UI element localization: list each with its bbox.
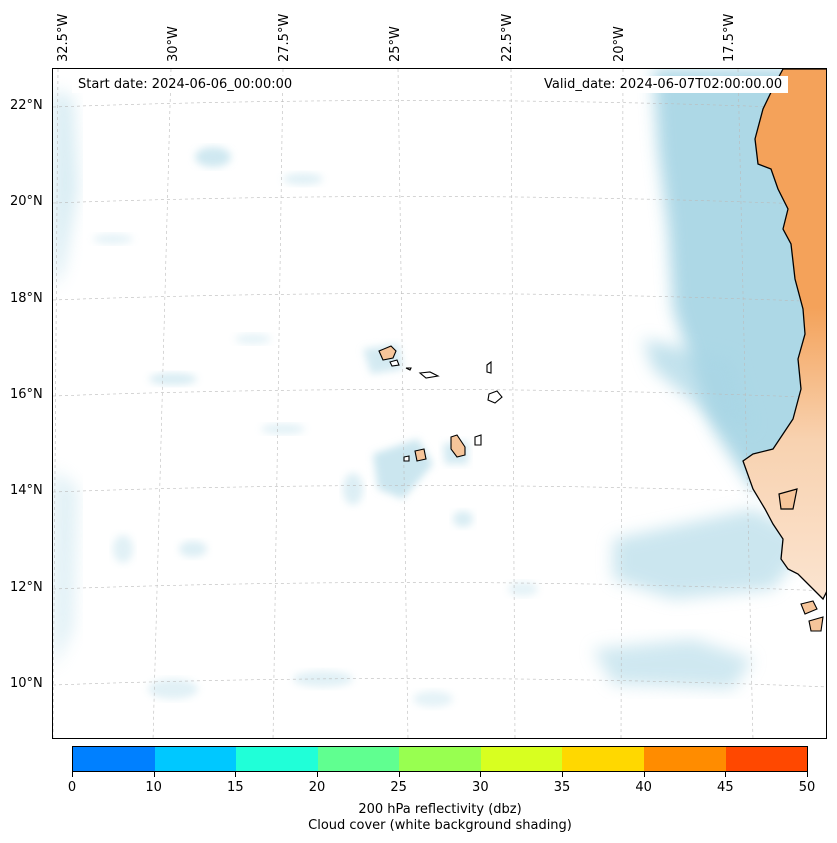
meridian-line	[620, 69, 624, 738]
meridian-line	[737, 69, 754, 738]
colorbar-tick-label: 30	[472, 780, 489, 795]
meridian-line	[397, 69, 409, 738]
colorbar-tick	[398, 772, 400, 777]
colorbar-tick-label: 40	[635, 780, 652, 795]
colorbar-segment	[725, 747, 808, 771]
colorbar-subtitle: Cloud cover (white background shading)	[308, 818, 572, 833]
map-panel	[52, 68, 827, 739]
colorbar-tick-label: 0	[67, 780, 77, 795]
parallel-line	[53, 196, 826, 206]
colorbar-tick	[562, 772, 563, 777]
island-sao-nicolau	[418, 371, 440, 379]
start-date-label: Start date: 2024-06-06_00:00:00	[72, 76, 299, 93]
longitude-label: 22.5°W	[500, 13, 515, 62]
colorbar-tick-label: 10	[145, 780, 162, 795]
latitude-label: 14°N	[10, 483, 43, 498]
longitude-label: 17.5°W	[722, 13, 737, 62]
parallel-line	[53, 582, 826, 592]
latitude-label: 22°N	[10, 98, 43, 113]
colorbar-segment	[154, 747, 237, 771]
longitude-label: 27.5°W	[277, 13, 292, 62]
colorbar-tick-label: 35	[553, 780, 571, 795]
longitude-label: 32.5°W	[56, 13, 71, 62]
latitude-label: 10°N	[10, 676, 43, 691]
cloud-cover-shading	[53, 69, 826, 707]
island-maio	[474, 434, 482, 446]
latitude-label: 18°N	[10, 291, 43, 306]
latitude-label: 16°N	[10, 387, 43, 402]
colorbar-tick	[317, 772, 318, 777]
meridian-line	[152, 69, 172, 738]
longitude-label: 20°W	[612, 26, 627, 62]
island-sao-vicente	[389, 359, 400, 367]
colorbar-segment	[480, 747, 563, 771]
colorbar-tick	[643, 772, 645, 777]
latitude-label: 20°N	[10, 194, 43, 209]
colorbar-segment	[399, 747, 481, 771]
colorbar-tick	[480, 772, 482, 777]
map-canvas	[53, 69, 826, 738]
colorbar-segment	[236, 747, 318, 771]
colorbar-tick-label: 20	[308, 780, 326, 795]
colorbar-tick-label: 45	[717, 780, 734, 795]
meridian-line	[53, 69, 59, 738]
colorbar-segment	[562, 747, 644, 771]
cape-verde-islands	[378, 345, 503, 462]
colorbar-tick	[807, 772, 808, 777]
colorbar-segment	[73, 747, 155, 771]
meridian-line	[510, 69, 516, 738]
colorbar-title: 200 hPa reflectivity (dbz)	[358, 802, 522, 817]
colorbar-tick	[72, 772, 73, 777]
island-fogo	[414, 448, 427, 462]
island-sal	[486, 360, 492, 374]
parallel-line	[53, 485, 826, 495]
colorbar-segment	[643, 747, 726, 771]
colorbar-tick	[235, 772, 237, 777]
colorbar-tick	[153, 772, 155, 777]
graticule-lines	[53, 69, 826, 738]
colorbar-tick-label: 50	[798, 780, 816, 795]
longitude-label: 30°W	[166, 26, 181, 62]
island-santa-luzia	[405, 367, 412, 371]
longitude-label: 25°W	[388, 26, 403, 62]
colorbar-tick-label: 25	[390, 780, 407, 795]
parallel-line	[53, 293, 826, 303]
latitude-label: 12°N	[10, 580, 43, 595]
colorbar	[72, 746, 808, 772]
parallel-line	[53, 389, 826, 399]
colorbar-tick	[725, 772, 727, 777]
meridian-line	[272, 69, 284, 738]
island-brava	[403, 455, 410, 462]
island-santiago	[450, 434, 466, 458]
colorbar-segment	[317, 747, 400, 771]
parallel-line	[53, 100, 826, 110]
valid-date-label: Valid_date: 2024-06-07T02:00:00.00	[538, 76, 789, 93]
island-boa-vista	[487, 390, 503, 404]
african-coast	[742, 69, 826, 632]
parallel-line	[53, 678, 826, 688]
colorbar-tick-label: 15	[227, 780, 244, 795]
island-santo-antao	[378, 345, 397, 361]
